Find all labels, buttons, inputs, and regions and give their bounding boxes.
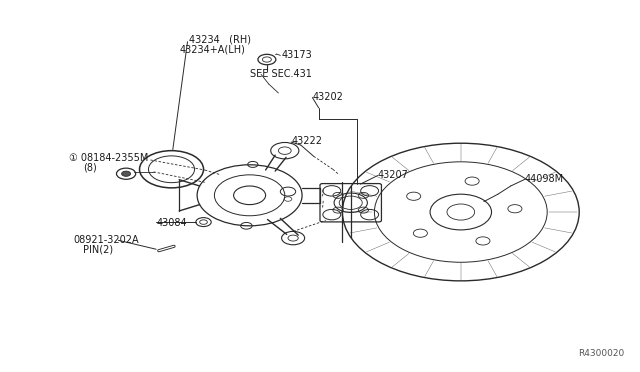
Text: 43222: 43222 — [291, 137, 322, 146]
Text: 43084: 43084 — [157, 218, 188, 228]
Text: 43173: 43173 — [282, 50, 312, 60]
Text: 08921-3202A: 08921-3202A — [74, 235, 140, 245]
Text: PIN(2): PIN(2) — [83, 244, 113, 254]
Text: ① 08184-2355M: ① 08184-2355M — [69, 153, 148, 163]
Circle shape — [122, 171, 131, 176]
Text: R4300020: R4300020 — [578, 349, 624, 358]
Text: 43207: 43207 — [378, 170, 408, 180]
Text: 43202: 43202 — [312, 92, 343, 102]
Text: 43234+A(LH): 43234+A(LH) — [179, 44, 245, 54]
Text: 44098M: 44098M — [525, 174, 564, 183]
Text: SEE SEC.431: SEE SEC.431 — [250, 70, 312, 79]
Text: 43234   (RH): 43234 (RH) — [189, 34, 251, 44]
Text: (8): (8) — [83, 163, 97, 172]
